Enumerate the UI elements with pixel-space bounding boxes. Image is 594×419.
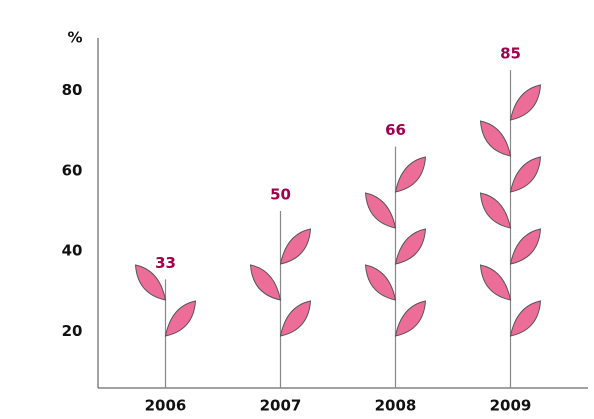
leaf <box>364 192 397 229</box>
leaf <box>479 192 512 229</box>
y-tick-label: 60 <box>62 161 83 179</box>
leaf <box>164 300 197 337</box>
leaf <box>394 300 427 337</box>
y-tick-label: 80 <box>62 81 83 99</box>
value-label: 85 <box>500 45 521 63</box>
leaf <box>509 84 542 121</box>
leaf <box>279 300 312 337</box>
y-tick-label: 20 <box>62 322 83 340</box>
leaf <box>394 228 427 265</box>
y-axis-label: % <box>67 29 82 47</box>
y-tick-label: 40 <box>62 242 83 260</box>
leaf <box>279 228 312 265</box>
leaf <box>509 228 542 265</box>
value-label: 66 <box>385 121 406 139</box>
leaf <box>509 156 542 193</box>
x-tick-label: 2008 <box>375 397 417 415</box>
leaf <box>364 264 397 301</box>
leaf <box>479 120 512 157</box>
value-label: 33 <box>155 254 176 272</box>
leaf <box>134 264 167 301</box>
x-tick-label: 2006 <box>145 397 187 415</box>
leaf <box>479 264 512 301</box>
x-tick-label: 2009 <box>490 397 532 415</box>
leaf <box>249 264 282 301</box>
x-tick-label: 2007 <box>260 397 302 415</box>
leaf <box>509 300 542 337</box>
leaf <box>394 156 427 193</box>
value-label: 50 <box>270 185 291 203</box>
